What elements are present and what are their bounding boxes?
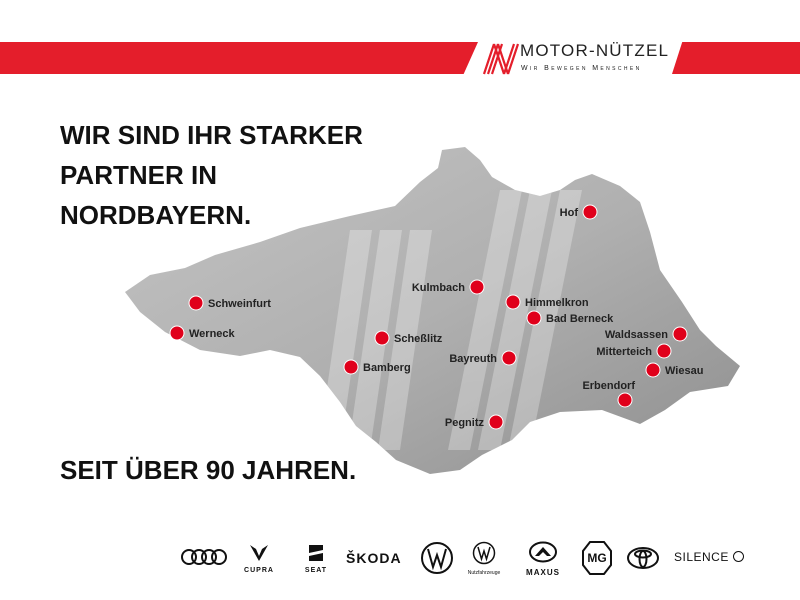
maxus-text: MAXUS — [526, 568, 560, 577]
location-dot — [501, 350, 517, 366]
vw-nutzfahrzeuge-logo: Nutzfahrzeuge — [462, 541, 506, 576]
cupra-icon — [250, 545, 268, 561]
motor-nuetzel-logo: MOTOR-NÜTZEL Wir Bewegen Menschen — [480, 40, 670, 76]
location-dot — [488, 414, 504, 430]
cupra-text: CUPRA — [244, 567, 274, 574]
location-label: Wiesau — [665, 365, 703, 377]
location-label: Pegnitz — [445, 417, 485, 429]
vw-logo-icon — [421, 542, 453, 574]
header-red-bar-right — [672, 42, 800, 74]
brand-name: MOTOR-NÜTZEL — [520, 41, 670, 60]
since-tagline: SEIT ÜBER 90 JAHREN. — [60, 455, 357, 485]
cupra-logo: CUPRA — [236, 544, 282, 574]
skoda-logo: ŠKODA — [346, 550, 402, 566]
mg-logo-icon — [582, 541, 612, 575]
location-dot — [672, 326, 688, 342]
seat-text: SEAT — [304, 567, 328, 574]
seat-icon — [309, 545, 323, 561]
location-label: Hof — [560, 207, 579, 219]
audi-logo-icon — [181, 549, 227, 565]
silence-text: SILENCE — [674, 550, 729, 564]
silence-circle-icon — [732, 551, 744, 562]
location-label: Werneck — [189, 328, 236, 340]
location-dot — [582, 204, 598, 220]
location-dot — [656, 343, 672, 359]
location-label: Bad Berneck — [546, 313, 614, 325]
location-dot — [469, 279, 485, 295]
brand-logos: CUPRA SEAT ŠKODA Nutzfahrzeuge MAXUS MG … — [176, 538, 776, 578]
header-red-bar-left — [0, 42, 478, 74]
brand-tagline: Wir Bewegen Menschen — [521, 65, 642, 72]
toyota-logo-icon — [627, 547, 659, 569]
headline: WIR SIND IHR STARKER PARTNER IN NORDBAYE… — [60, 120, 363, 230]
location-label: Erbendorf — [582, 380, 635, 392]
n-logo-icon — [482, 43, 520, 75]
location-label: Waldsassen — [605, 329, 668, 341]
location-dot — [617, 392, 633, 408]
vw-nfz-icon — [472, 541, 496, 565]
location-label: Himmelkron — [525, 297, 589, 309]
location-dot — [505, 294, 521, 310]
location-dot — [526, 310, 542, 326]
mg-logo: MG — [582, 541, 612, 575]
location-dot — [645, 362, 661, 378]
location-label: Kulmbach — [412, 282, 465, 294]
location-label: Bayreuth — [449, 353, 497, 365]
location-label: Mitterteich — [596, 346, 652, 358]
location-label: Bamberg — [363, 362, 411, 374]
location-label: Scheßlitz — [394, 333, 443, 345]
maxus-icon — [529, 541, 557, 563]
location-label: Schweinfurt — [208, 298, 271, 310]
seat-logo: SEAT — [296, 544, 336, 574]
maxus-logo: MAXUS — [518, 541, 568, 577]
nutzfahrzeuge-text: Nutzfahrzeuge — [467, 570, 501, 576]
location-dot — [188, 295, 204, 311]
location-dot — [343, 359, 359, 375]
silence-logo: SILENCE — [674, 550, 744, 564]
mg-text: MG — [587, 551, 607, 565]
location-dot — [374, 330, 390, 346]
location-dot — [169, 325, 185, 341]
